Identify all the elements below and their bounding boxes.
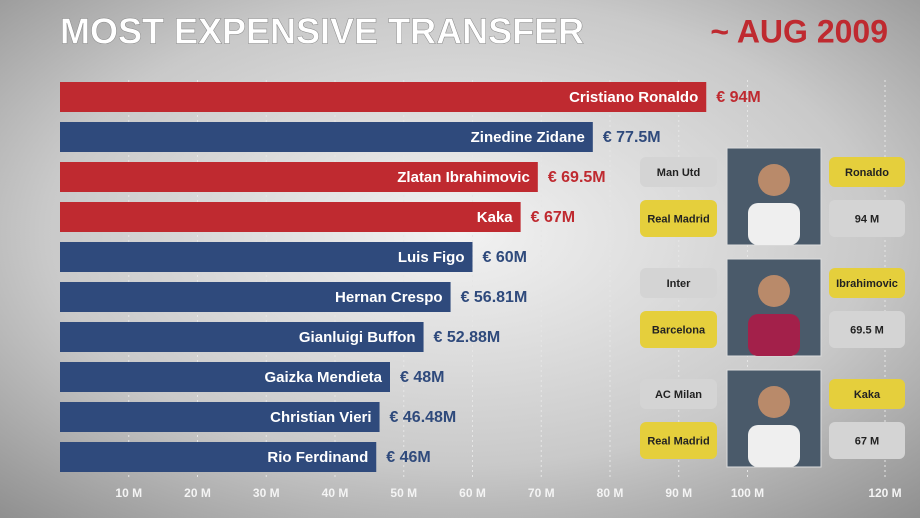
bar [60, 242, 473, 272]
from-club-box [640, 157, 717, 187]
transfer-fee-box [829, 200, 905, 237]
bar-label: Rio Ferdinand [267, 449, 368, 466]
from-club: Man Utd [657, 167, 700, 179]
from-club-box [640, 379, 717, 409]
to-club-box [640, 200, 717, 237]
bar-label: Hernan Crespo [335, 289, 443, 306]
value-label: € 77.5M [603, 129, 661, 146]
bar-label: Cristiano Ronaldo [569, 89, 698, 106]
x-tick-label: 100 M [731, 486, 764, 500]
transfer-fee: 69.5 M [850, 324, 884, 336]
bar [60, 322, 424, 352]
bar [60, 82, 707, 112]
transfer-fee: 94 M [855, 213, 879, 225]
x-tick-label: 10 M [115, 486, 142, 500]
value-label: € 52.88M [434, 329, 501, 346]
photo-body [748, 314, 800, 356]
from-club-box [640, 268, 717, 298]
bar-label: Gaizka Mendieta [264, 369, 382, 386]
player-name: Ibrahimovic [836, 278, 898, 290]
bar-label: Luis Figo [398, 249, 465, 266]
x-tick-label: 80 M [597, 486, 624, 500]
photo-head [758, 164, 790, 196]
to-club: Real Madrid [647, 435, 709, 447]
to-club-box [640, 311, 717, 348]
transfer-panel: Inter Barcelona Ibrahimovic 69.5 M [640, 258, 905, 357]
photo-body [748, 203, 800, 245]
x-tick-label: 70 M [528, 486, 555, 500]
to-club: Barcelona [652, 324, 706, 336]
x-tick-label: 50 M [390, 486, 417, 500]
x-tick-label: 20 M [184, 486, 211, 500]
x-tick-label: 120 M [868, 486, 901, 500]
player-name: Ronaldo [845, 167, 889, 179]
value-label: € 46M [386, 449, 430, 466]
from-club: Inter [667, 278, 692, 290]
bar [60, 282, 451, 312]
value-label: € 60M [483, 249, 527, 266]
bar-label: Kaka [477, 209, 514, 226]
bar [60, 202, 521, 232]
transfer-fee-box [829, 311, 905, 348]
bars: Cristiano Ronaldo € 94M Zinedine Zidane € 7… [60, 82, 761, 472]
transfer-panel: AC Milan Real Madrid Kaka 67 M [640, 369, 905, 468]
from-club: AC Milan [655, 389, 702, 401]
chart-subtitle: ~ AUG 2009 [710, 13, 888, 49]
x-tick-label: 30 M [253, 486, 280, 500]
bar [60, 442, 377, 472]
value-label: € 56.81M [461, 289, 528, 306]
value-label: € 69.5M [548, 169, 606, 186]
transfer-fee-box [829, 422, 905, 459]
bar-label: Gianluigi Buffon [299, 329, 416, 346]
to-club: Real Madrid [647, 213, 709, 225]
player-name-box [829, 268, 905, 298]
value-label: € 48M [400, 369, 444, 386]
photo-body [748, 425, 800, 467]
player-name-box [829, 379, 905, 409]
bar-label: Christian Vieri [270, 409, 371, 426]
bar [60, 362, 390, 392]
chart-title: MOST EXPENSIVE TRANSFER [60, 11, 584, 52]
transfer-panel: Man Utd Real Madrid Ronaldo 94 M [640, 147, 905, 246]
x-tick-label: 90 M [665, 486, 692, 500]
value-label: € 67M [531, 209, 575, 226]
panels: Man Utd Real Madrid Ronaldo 94 M Inter Barcel… [640, 147, 905, 468]
bar-label: Zinedine Zidane [471, 129, 585, 146]
photo-head [758, 275, 790, 307]
bar [60, 122, 593, 152]
player-name: Kaka [854, 389, 881, 401]
bar [60, 402, 380, 432]
bar [60, 162, 538, 192]
to-club-box [640, 422, 717, 459]
bar-label: Zlatan Ibrahimovic [397, 169, 530, 186]
photo-head [758, 386, 790, 418]
x-tick-label: 40 M [322, 486, 349, 500]
x-tick-label: 60 M [459, 486, 486, 500]
value-label: € 46.48M [390, 409, 457, 426]
value-label: € 94M [716, 89, 760, 106]
player-name-box [829, 157, 905, 187]
transfer-fee: 67 M [855, 435, 879, 447]
